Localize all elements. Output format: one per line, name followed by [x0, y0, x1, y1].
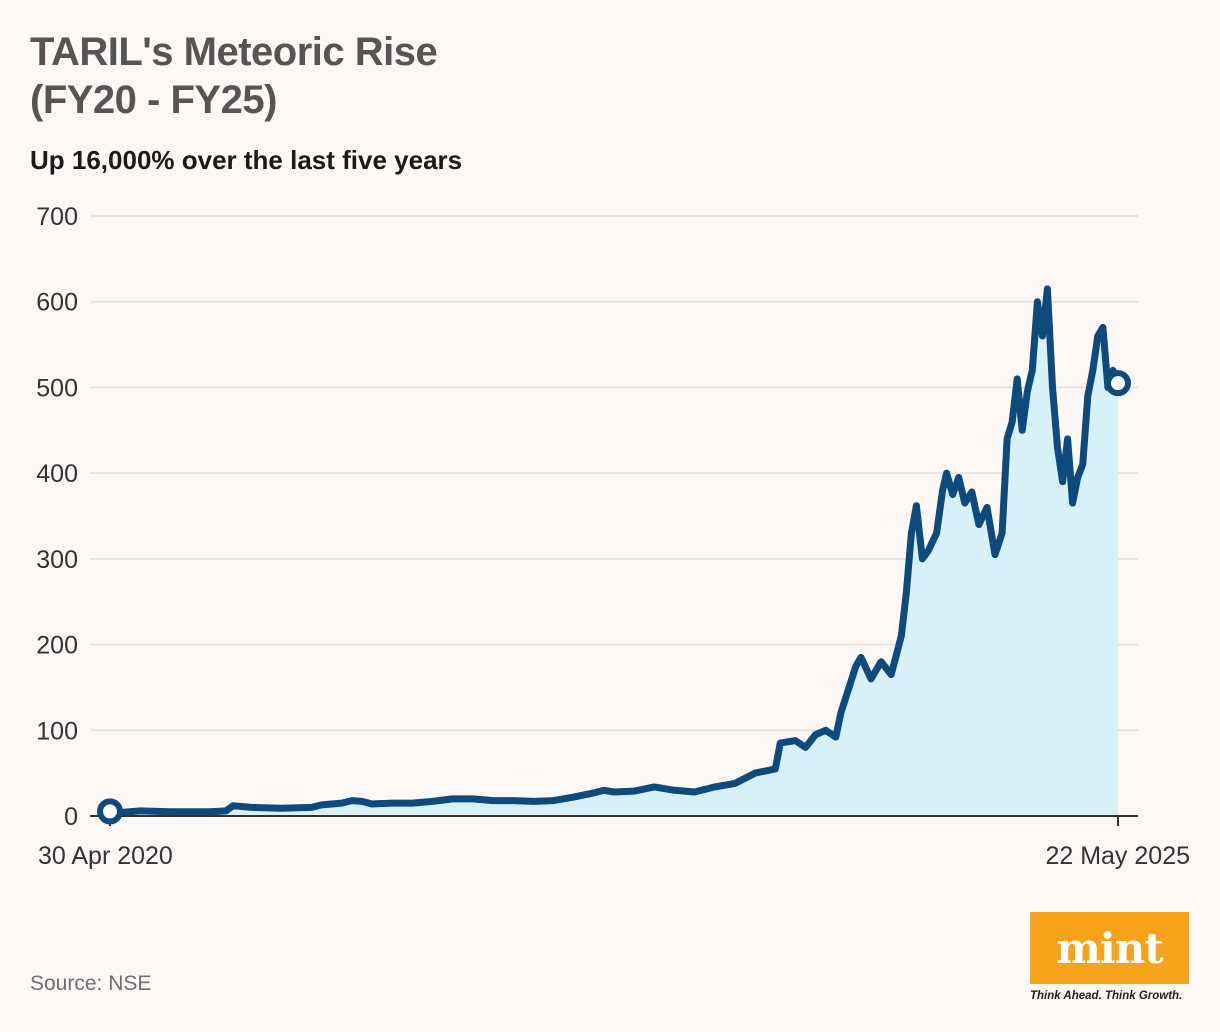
y-tick-label-300: 300	[36, 546, 78, 574]
y-tick-label-400: 400	[36, 460, 78, 488]
price-line	[106, 285, 1122, 817]
y-tick-label-0: 0	[64, 803, 78, 831]
logo-tagline: Think Ahead. Think Growth.	[1030, 990, 1183, 1002]
source-note: Source: NSE	[30, 972, 152, 995]
logo-wordmark: mint	[1056, 923, 1163, 973]
y-tick-label-700: 700	[36, 203, 78, 231]
chart-subtitle: Up 16,000% over the last five years	[30, 145, 463, 175]
x-tick-label-1: 22 May 2025	[1045, 842, 1190, 870]
y-tick-label-200: 200	[36, 632, 78, 660]
x-tick-label-0: 30 Apr 2020	[38, 842, 173, 870]
end-point-marker	[1105, 370, 1131, 397]
y-tick-label-500: 500	[36, 374, 78, 402]
y-tick-label-600: 600	[36, 289, 78, 317]
chart-title: TARIL's Meteoric Rise (FY20 - FY25)	[30, 28, 438, 124]
title-line-1: TARIL's Meteoric Rise	[30, 30, 438, 74]
y-tick-label-100: 100	[36, 717, 78, 745]
mint-logo: mint	[1030, 912, 1189, 984]
title-line-2: (FY20 - FY25)	[30, 78, 277, 122]
start-point-marker	[97, 798, 123, 825]
price-area-fill	[110, 288, 1118, 816]
